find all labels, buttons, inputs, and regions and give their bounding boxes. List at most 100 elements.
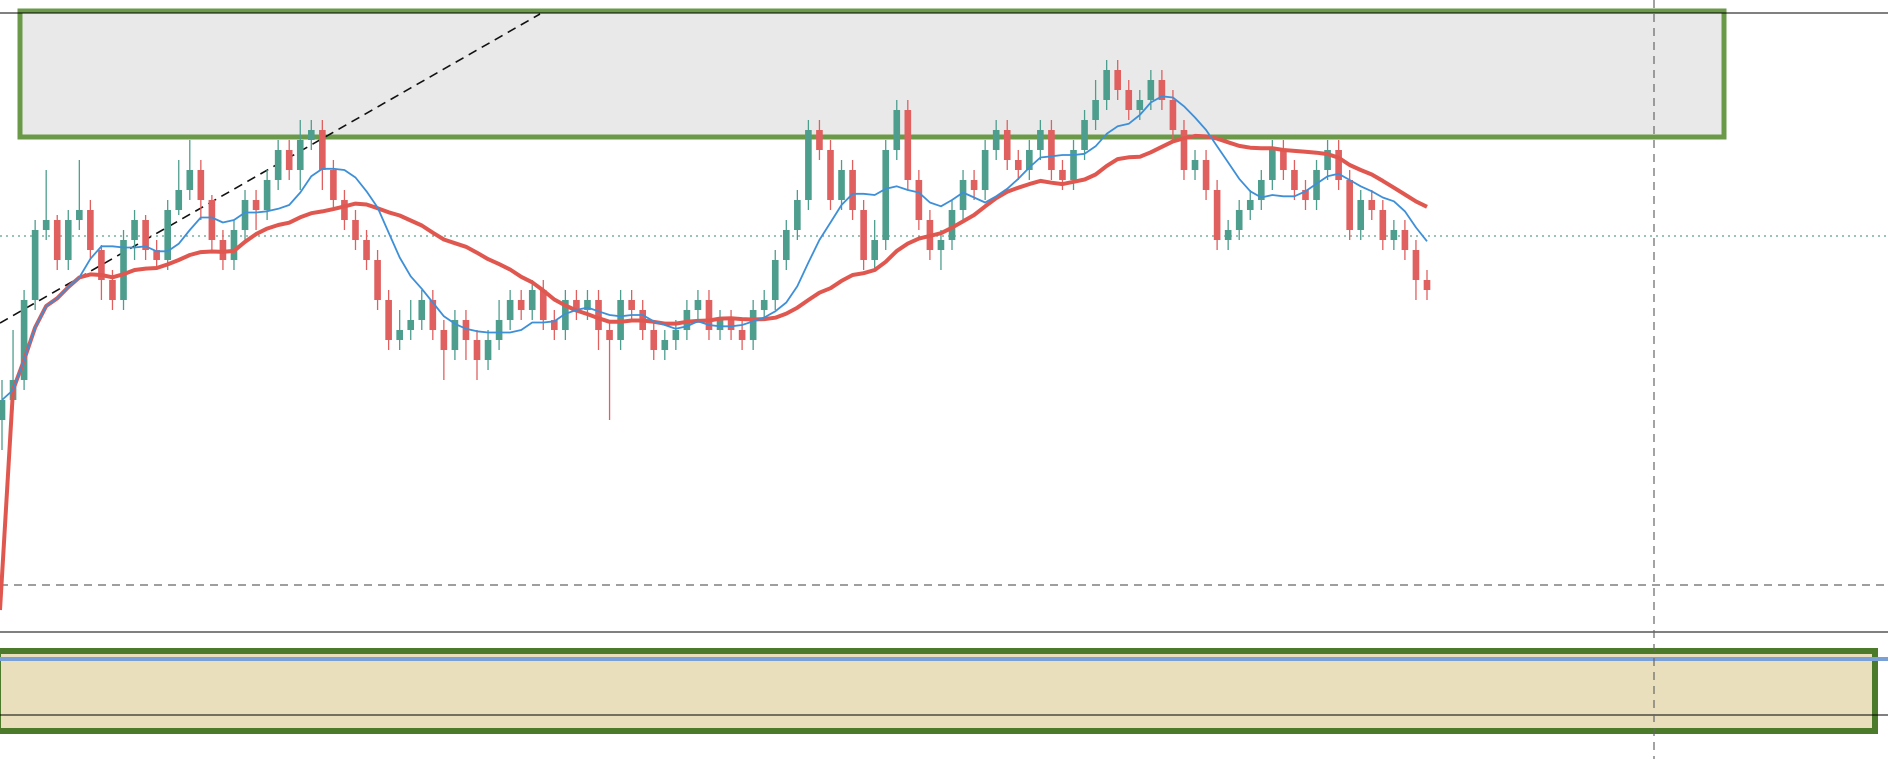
ma-fast-line [1, 95, 1428, 401]
candle-body [64, 220, 72, 260]
candle-body [694, 300, 702, 310]
candle-body [992, 130, 1000, 150]
candle-body [981, 150, 989, 190]
candle-body [42, 220, 50, 230]
candle-body [1125, 90, 1133, 110]
supply-zone [17, 8, 1727, 140]
candle-body [584, 300, 591, 310]
candle-body [330, 170, 337, 200]
candle-body [562, 300, 569, 330]
candle-body [517, 300, 525, 310]
candle-body [440, 330, 448, 350]
candle-body [462, 320, 470, 340]
candle-body [352, 220, 359, 240]
candle-body [319, 130, 326, 170]
candle-body [1070, 150, 1077, 180]
candle-body [1037, 130, 1044, 150]
candle-body [1114, 70, 1122, 90]
candle-body [1202, 160, 1210, 190]
candle-body [1302, 190, 1309, 200]
candle-body [716, 320, 724, 330]
candle-body [1357, 200, 1365, 230]
candle-body [893, 110, 901, 150]
candle-body [661, 340, 669, 350]
candle-body [186, 170, 194, 190]
candle-body [1092, 100, 1099, 120]
candle-body [1081, 120, 1088, 150]
candle-body [1169, 100, 1177, 130]
candle-body [1346, 180, 1353, 230]
candle-body [948, 210, 956, 240]
candle-body [76, 210, 83, 220]
candle-body [595, 300, 602, 330]
candle-body [1059, 170, 1066, 180]
candle-body [208, 200, 216, 240]
candle-body [1224, 230, 1232, 240]
candle-body [816, 130, 823, 150]
candle-body [98, 250, 105, 280]
candle-body [53, 220, 61, 260]
candle-body [915, 180, 923, 220]
candle-body [252, 200, 260, 210]
candle-body [506, 300, 514, 320]
candle-body [871, 240, 878, 260]
candle-body [539, 290, 547, 320]
candle-body [771, 260, 779, 300]
candle-body [307, 130, 315, 140]
candle-body [1103, 70, 1110, 100]
candle-body [407, 320, 415, 330]
candle-body [606, 330, 613, 340]
candle-body [1291, 170, 1298, 190]
candle-body [175, 190, 183, 210]
candle-body [230, 230, 238, 260]
candle-body [749, 310, 757, 340]
candle-body [20, 300, 28, 380]
demand-zone [0, 648, 1878, 734]
candle-body [904, 110, 912, 180]
candle-body [551, 320, 558, 330]
candle-body [109, 280, 116, 300]
candle-body [31, 230, 39, 300]
candle-body [1246, 200, 1254, 210]
candle-body [274, 150, 282, 180]
candle-body [396, 330, 403, 340]
candle-body [1324, 150, 1331, 170]
candle-body [827, 150, 834, 200]
trendline [0, 13, 541, 324]
candle-body [782, 230, 790, 260]
candle-body [429, 300, 437, 330]
candle-body [1048, 130, 1055, 170]
candle-body [628, 300, 635, 310]
candle-body [1423, 280, 1431, 290]
candle-body [1269, 150, 1276, 180]
candle-body [760, 300, 768, 310]
candle-body [1401, 230, 1409, 250]
candle-body [197, 170, 205, 200]
candle-body [1280, 150, 1287, 170]
candle-body [672, 330, 680, 340]
candle-body [451, 320, 459, 350]
candle-body [418, 300, 426, 320]
ma-slow-line [0, 133, 1428, 611]
candle-body [87, 210, 94, 250]
candle-body [650, 330, 658, 350]
candle-body [131, 220, 138, 240]
candle-body [1368, 200, 1376, 210]
candle-body [970, 180, 978, 190]
candle-body [1257, 180, 1265, 200]
candle-body [153, 250, 160, 260]
candle-body [495, 320, 503, 340]
candle-body [263, 180, 271, 210]
candle-body [1213, 190, 1221, 240]
candle-body [1180, 130, 1188, 170]
candle-body [573, 300, 580, 310]
candle-body [363, 240, 370, 260]
candle-body [1412, 250, 1420, 280]
candle-body [1379, 210, 1387, 240]
candle-body [164, 210, 172, 260]
candle-body [1014, 160, 1022, 170]
candle-body [385, 300, 392, 340]
candle-body [473, 340, 481, 360]
candle-body [849, 170, 856, 210]
